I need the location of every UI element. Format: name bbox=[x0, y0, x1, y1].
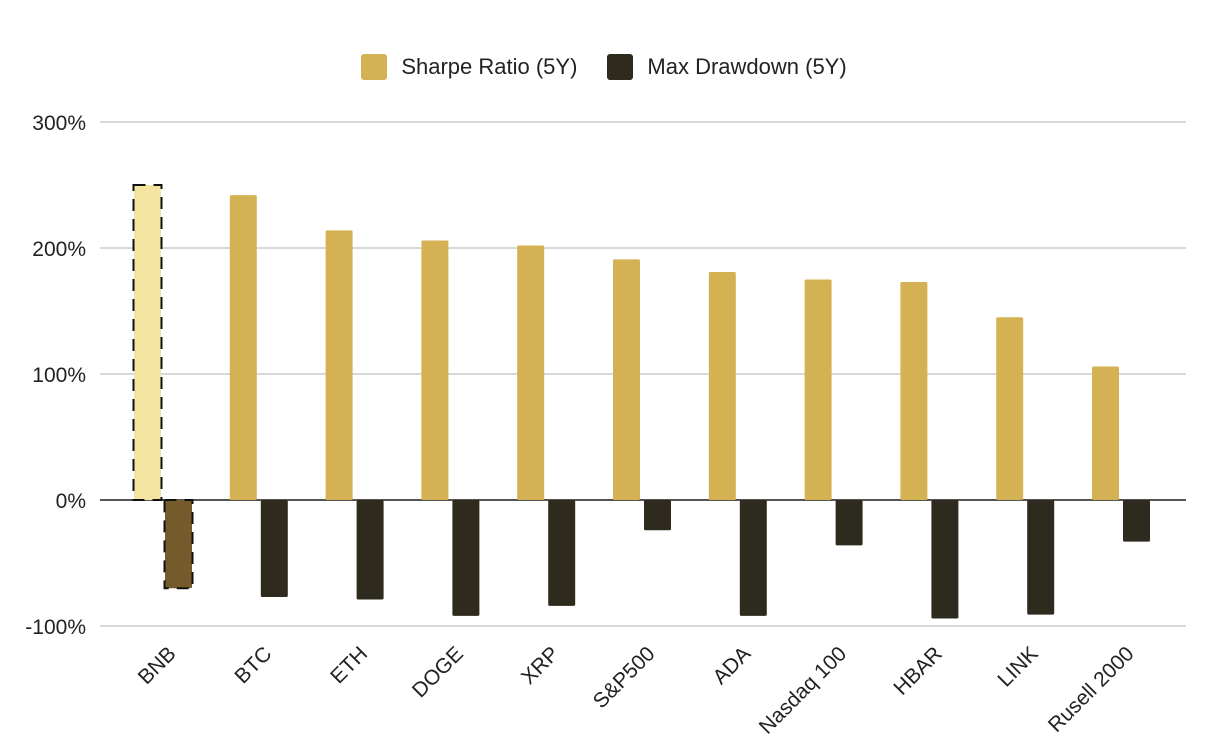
legend-label-sharpe: Sharpe Ratio (5Y) bbox=[401, 54, 578, 79]
axis-layer: 300% 200% 100% 0% -100% BNB BTC ETH DOGE XRP S&P50… bbox=[25, 112, 1138, 739]
bar-sharpe-ada bbox=[708, 271, 736, 500]
bar-sharpe-rusell-2000 bbox=[1092, 366, 1119, 500]
x-tick-label-eth: ETH bbox=[326, 642, 372, 688]
x-tick-label-link: LINK bbox=[993, 642, 1042, 691]
bar-drawdown-sandp500 bbox=[644, 500, 671, 531]
bar-sharpe-link bbox=[996, 317, 1024, 500]
bar-sharpe-eth bbox=[325, 230, 353, 501]
y-tick-label: 100% bbox=[32, 364, 86, 387]
x-tick-label-nasdaq-100: Nasdaq 100 bbox=[755, 642, 851, 738]
x-tick-label-ada: ADA bbox=[709, 642, 756, 689]
bar-drawdown-hbar bbox=[931, 500, 959, 619]
bar-drawdown-doge bbox=[452, 500, 480, 616]
x-tick-label-rusell-2000: Rusell 2000 bbox=[1044, 642, 1139, 737]
x-tick-label-bnb: BNB bbox=[134, 642, 181, 689]
bar-sharpe-sandp500 bbox=[613, 259, 640, 500]
bar-drawdown-nasdaq-100 bbox=[835, 500, 863, 546]
bar-sharpe-xrp bbox=[517, 245, 545, 500]
bar-drawdown-bnb bbox=[165, 500, 192, 589]
bar-sharpe-doge bbox=[421, 240, 449, 500]
bar-sharpe-bnb bbox=[134, 185, 161, 500]
x-tick-label-sandp500: S&P500 bbox=[589, 642, 660, 713]
y-tick-label: 0% bbox=[56, 490, 86, 513]
legend-swatch-drawdown bbox=[607, 54, 634, 80]
bar-drawdown-rusell-2000 bbox=[1123, 500, 1150, 542]
bar-drawdown-ada bbox=[739, 500, 767, 616]
legend-label-drawdown: Max Drawdown (5Y) bbox=[647, 54, 847, 79]
y-tick-label: 300% bbox=[32, 112, 86, 135]
bar-sharpe-nasdaq-100 bbox=[804, 279, 832, 500]
y-tick-label: -100% bbox=[25, 616, 86, 639]
bar-layer bbox=[132, 184, 1150, 619]
legend-swatch-sharpe bbox=[361, 54, 388, 80]
bar-drawdown-xrp bbox=[548, 500, 576, 606]
legend: Sharpe Ratio (5Y) Max Drawdown (5Y) bbox=[0, 54, 1208, 80]
y-tick-label: 200% bbox=[32, 238, 86, 261]
x-tick-label-hbar: HBAR bbox=[889, 642, 947, 700]
highlight-outline-drawdown-bnb bbox=[163, 499, 194, 590]
x-tick-label-xrp: XRP bbox=[517, 642, 564, 689]
bar-drawdown-eth bbox=[356, 500, 384, 600]
legend-item-drawdown: Max Drawdown (5Y) bbox=[607, 54, 847, 80]
bar-drawdown-link bbox=[1027, 500, 1055, 615]
x-tick-label-btc: BTC bbox=[230, 642, 276, 688]
x-tick-label-doge: DOGE bbox=[408, 642, 468, 702]
highlight-outline-sharpe-bnb bbox=[132, 184, 163, 501]
legend-item-sharpe: Sharpe Ratio (5Y) bbox=[361, 54, 577, 80]
bar-sharpe-btc bbox=[229, 195, 257, 500]
bar-sharpe-hbar bbox=[900, 282, 928, 500]
bar-drawdown-btc bbox=[260, 500, 288, 598]
